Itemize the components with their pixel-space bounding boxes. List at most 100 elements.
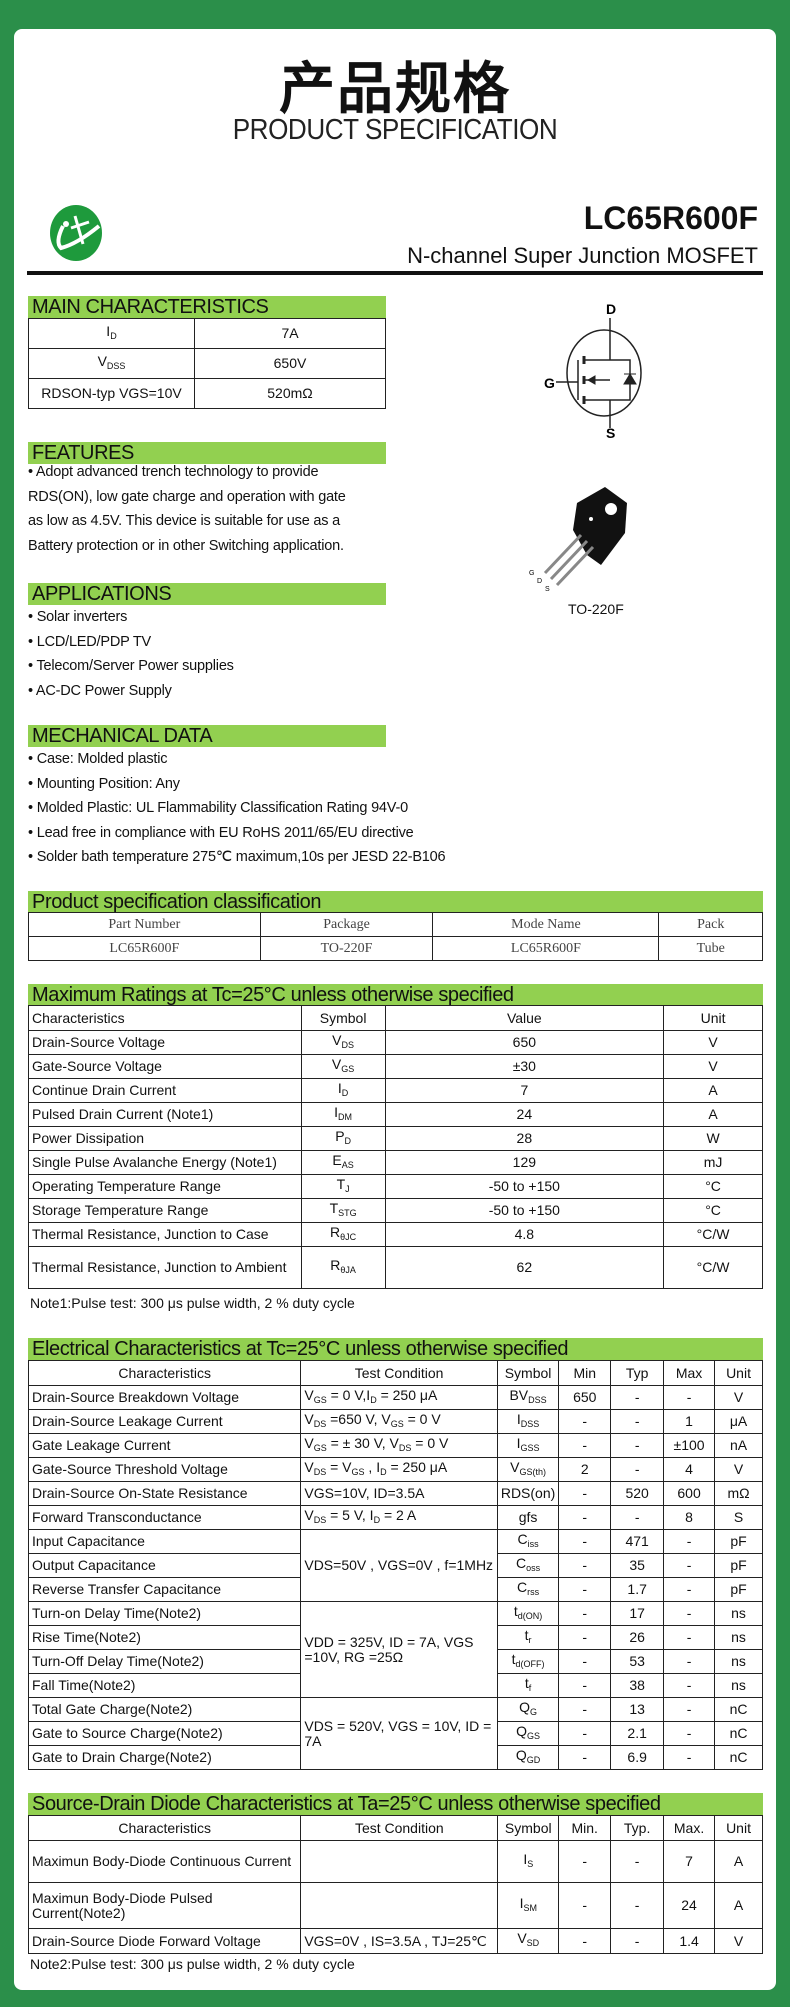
header-cell: Typ. [610, 1815, 665, 1841]
symbol-cell: TSTG [300, 1198, 386, 1223]
value-cell: 7 [384, 1078, 665, 1103]
header-cell: Test Condition [300, 1360, 498, 1386]
characteristic-cell: Turn-on Delay Time(Note2) [27, 1601, 302, 1626]
table-row: Turn-Off Delay Time(Note2) td(OFF) -53- ns [27, 1649, 763, 1674]
note2: Note2:Pulse test: 300 μs pulse width, 2 … [30, 1956, 355, 1972]
table-row: Drain-Source Breakdown Voltage VGS = 0 V,… [27, 1385, 763, 1410]
max-cell: 7 [663, 1840, 716, 1883]
list-item: as low as 4.5V. This device is suitable … [28, 513, 340, 529]
svg-text:G: G [544, 375, 555, 391]
classification-header: Product specification classification [28, 891, 763, 913]
value-cell: LC65R600F [432, 936, 660, 961]
unit-cell: A [714, 1840, 763, 1883]
package-label: TO-220F [568, 601, 624, 617]
table-row: Gate-Source Voltage VGS ±30 V [28, 1054, 763, 1079]
table-row: Drain-Source Leakage Current VDS =650 V, … [27, 1409, 763, 1434]
header-cell: Min. [558, 1815, 612, 1841]
diode-header: Source-Drain Diode Characteristics at Ta… [28, 1793, 763, 1815]
header-cell: Pack [658, 912, 763, 937]
min-cell: - [558, 1840, 612, 1883]
typ-cell: 17 [610, 1601, 665, 1626]
typ-cell: 26 [610, 1625, 665, 1650]
unit-cell: ns [714, 1673, 763, 1698]
characteristic-cell: Drain-Source Leakage Current [27, 1409, 302, 1434]
characteristic-cell: Gate-Source Voltage [28, 1054, 302, 1079]
table-row: Thermal Resistance, Junction to Ambient R… [28, 1246, 763, 1289]
table-row: Input Capacitance VDS=50V , VGS=0V , f=1M… [27, 1529, 763, 1602]
header-cell: Part Number [28, 912, 261, 937]
table-row: Drain-Source On-State Resistance VGS=10V,… [27, 1481, 763, 1506]
symbol-cell: EAS [300, 1150, 386, 1175]
symbol-cell: BVDSS [496, 1385, 560, 1410]
mechanical-data-list: • Case: Molded plastic • Mounting Positi… [28, 747, 446, 870]
characteristic-cell: Continue Drain Current [28, 1078, 302, 1103]
typ-cell: 6.9 [610, 1745, 665, 1770]
typ-cell: - [610, 1433, 665, 1458]
unit-cell: °C/W [663, 1222, 763, 1247]
max-cell: - [663, 1673, 716, 1698]
svg-text:G: G [529, 570, 534, 577]
table-row: Single Pulse Avalanche Energy (Note1) EAS… [28, 1150, 763, 1175]
unit-cell: V [663, 1030, 763, 1055]
unit-cell: μA [714, 1409, 763, 1434]
to220f-package-icon: GDS [529, 487, 627, 593]
symbol-cell: RθJA [300, 1246, 386, 1289]
max-ratings-table: Characteristics Symbol Value Unit Drain-Sour… [28, 1005, 763, 1289]
list-item: • Solder bath temperature 275℃ maximum,1… [28, 849, 446, 865]
unit-cell: °C/W [663, 1246, 763, 1289]
max-cell: 4 [663, 1457, 716, 1482]
table-row: Drain-Source Diode Forward Voltage VGS=0V… [27, 1928, 763, 1954]
unit-cell: W [663, 1126, 763, 1151]
characteristic-cell: Storage Temperature Range [28, 1198, 302, 1223]
condition-cell: VDS=50V , VGS=0V , f=1MHz [300, 1529, 498, 1602]
header-cell: Test Condition [300, 1815, 499, 1841]
header-row: Characteristics Test Condition Symbol Min Ty… [27, 1360, 763, 1386]
characteristic-cell: Total Gate Charge(Note2) [27, 1697, 302, 1722]
param-cell: ID [28, 318, 195, 349]
table-row: RDSON-typ VGS=10V 520mΩ [28, 378, 386, 409]
table-row: Output Capacitance Coss -35- pF [27, 1553, 763, 1578]
applications-list: • Solar inverters • LCD/LED/PDP TV • Telec… [28, 605, 234, 703]
features-list: • Adopt advanced trench technology to pr… [28, 460, 346, 558]
typ-cell: 2.1 [610, 1721, 665, 1746]
typ-cell: - [610, 1882, 665, 1929]
table-row: Total Gate Charge(Note2) VDS = 520V, VGS … [27, 1697, 763, 1770]
header-cell: Mode Name [432, 912, 660, 937]
value-cell: Tube [658, 936, 763, 961]
header-cell: Min [558, 1360, 612, 1386]
condition-cell: VGS = ± 30 V, VDS = 0 V [300, 1433, 498, 1458]
symbol-cell: IDM [300, 1102, 386, 1127]
table-row: VDSS 650V [28, 348, 386, 379]
table-row: Thermal Resistance, Junction to Case RθJC… [28, 1222, 763, 1247]
symbol-cell: ISM [497, 1882, 560, 1929]
characteristic-cell: Gate to Source Charge(Note2) [27, 1721, 302, 1746]
symbol-cell: VGS(th) [496, 1457, 560, 1482]
header-cell: Unit [663, 1005, 763, 1031]
characteristic-cell: Turn-Off Delay Time(Note2) [27, 1649, 302, 1674]
characteristic-cell: Drain-Source Voltage [28, 1030, 302, 1055]
min-cell: - [558, 1649, 612, 1674]
list-item: • Solar inverters [28, 609, 128, 625]
max-cell: ±100 [663, 1433, 716, 1458]
condition-cell: VDS =650 V, VGS = 0 V [300, 1409, 498, 1434]
svg-text:S: S [606, 425, 615, 440]
list-item: • Telecom/Server Power supplies [28, 658, 234, 674]
header-row: Characteristics Test Condition Symbol Min. T… [27, 1815, 763, 1841]
header-cell: Unit [714, 1360, 763, 1386]
min-cell: - [558, 1433, 612, 1458]
mosfet-symbol-icon: D G S [544, 301, 642, 440]
svg-text:D: D [537, 578, 542, 585]
characteristic-cell: Pulsed Drain Current (Note1) [28, 1102, 302, 1127]
min-cell: - [558, 1529, 612, 1554]
table-row: Maximun Body-Diode Pulsed Current(Note2)… [27, 1882, 763, 1929]
table-row: Gate to Drain Charge(Note2) QGD -6.9- nC [27, 1745, 763, 1770]
characteristic-cell: Drain-Source Diode Forward Voltage [27, 1928, 302, 1954]
electrical-header: Electrical Characteristics at Tc=25°C un… [28, 1338, 763, 1360]
symbol-cell: Ciss [496, 1529, 560, 1554]
typ-cell: - [610, 1928, 665, 1954]
symbol-cell: VDS [300, 1030, 386, 1055]
value-cell: 650V [194, 348, 386, 379]
table-row: Operating Temperature Range TJ -50 to +150… [28, 1174, 763, 1199]
title-chinese: 产品规格 [279, 57, 511, 122]
table-row: Continue Drain Current ID 7 A [28, 1078, 763, 1103]
